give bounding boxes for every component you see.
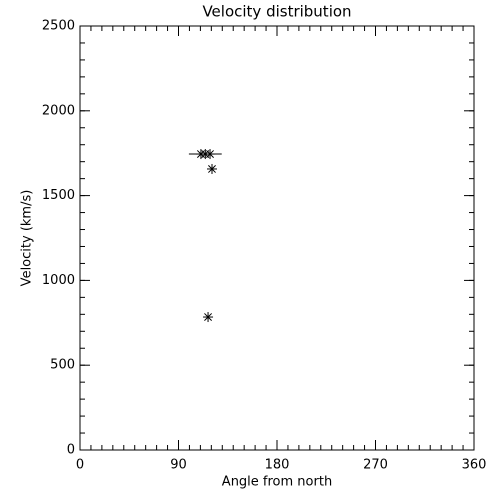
y-axis-title: Velocity (km/s) (20, 190, 35, 287)
asterisk-stroke (206, 150, 214, 159)
data-point (203, 312, 214, 323)
x-tick-label: 90 (170, 458, 187, 473)
asterisk-stroke (208, 165, 216, 173)
y-tick-label: 500 (50, 358, 75, 373)
plot-frame (79, 25, 475, 451)
x-axis-title: Angle from north (222, 475, 332, 490)
asterisk-stroke (204, 313, 213, 321)
y-tick-label: 0 (67, 443, 75, 458)
data-point (206, 163, 217, 174)
x-tick-label: 0 (76, 458, 84, 473)
y-tick-label: 1000 (42, 273, 75, 288)
data-point (205, 149, 216, 160)
y-tick-label: 2500 (42, 19, 75, 34)
y-tick-label: 2000 (42, 103, 75, 118)
chart-title: Velocity distribution (202, 3, 351, 21)
x-tick-label: 180 (265, 458, 290, 473)
y-tick-label: 1500 (42, 188, 75, 203)
x-tick-label: 360 (462, 458, 487, 473)
x-tick-label: 270 (363, 458, 388, 473)
